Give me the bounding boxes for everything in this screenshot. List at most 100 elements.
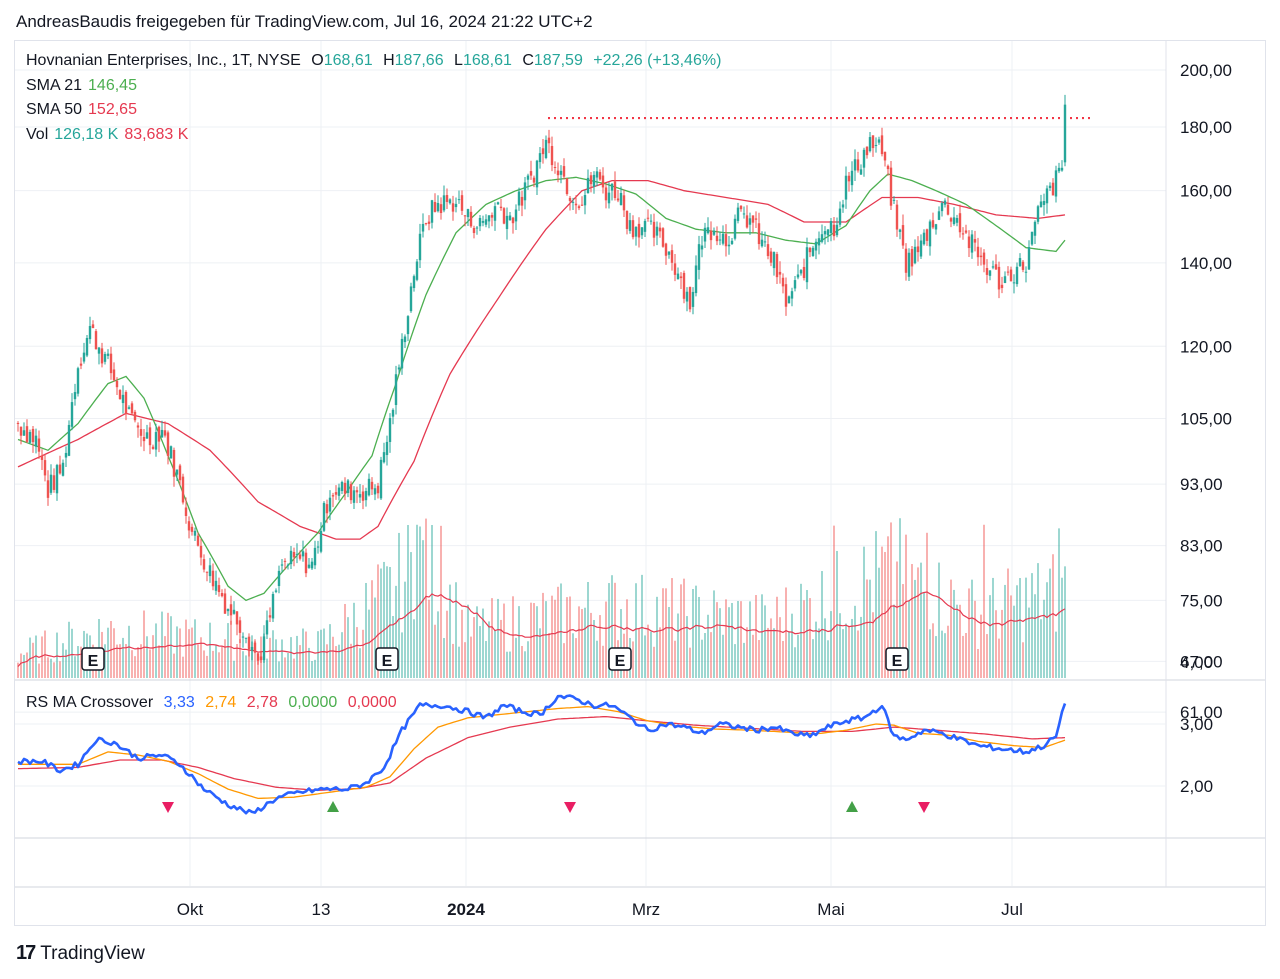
legend-low-label: L bbox=[454, 52, 463, 69]
volume-bar bbox=[164, 636, 166, 678]
candle-body bbox=[532, 177, 536, 183]
candle-body bbox=[448, 199, 452, 204]
candle-body bbox=[922, 232, 926, 245]
candle-body bbox=[721, 233, 725, 244]
tradingview-footer[interactable]: 17 TradingView bbox=[16, 942, 145, 965]
sma21-legend[interactable]: SMA 21 146,45 bbox=[26, 77, 143, 95]
candle-body bbox=[793, 280, 797, 289]
volume-bar bbox=[143, 610, 145, 678]
volume-bar bbox=[986, 634, 988, 678]
candle-body bbox=[97, 347, 101, 354]
candle-body bbox=[91, 324, 95, 329]
price-axis-label: 61,00 bbox=[1180, 703, 1223, 722]
volume-bar bbox=[941, 630, 943, 678]
volume-bar bbox=[959, 604, 961, 678]
volume-legend[interactable]: Vol 126,18 K 83,683 K bbox=[26, 126, 194, 144]
candle-body bbox=[1003, 276, 1007, 284]
volume-bar bbox=[398, 532, 400, 678]
volume-bar bbox=[917, 567, 919, 678]
volume-bar bbox=[899, 518, 901, 678]
volume-bar bbox=[467, 604, 469, 678]
volume-bar bbox=[782, 640, 784, 678]
candle-body bbox=[352, 490, 356, 503]
candle-body bbox=[589, 175, 593, 185]
volume-bar bbox=[515, 637, 517, 678]
volume-bar bbox=[608, 583, 610, 678]
candle-body bbox=[232, 609, 236, 614]
volume-bar bbox=[965, 633, 967, 678]
candle-body bbox=[805, 247, 809, 283]
volume-bar bbox=[746, 627, 748, 678]
candle-body bbox=[784, 284, 788, 307]
volume-bar bbox=[548, 633, 550, 678]
candle-body bbox=[406, 316, 410, 335]
candle-body bbox=[1039, 201, 1043, 208]
candle-body bbox=[1057, 167, 1061, 172]
candle-body bbox=[427, 221, 431, 224]
candle-body bbox=[199, 545, 203, 558]
sma50-legend[interactable]: SMA 50 152,65 bbox=[26, 101, 143, 119]
volume-bar bbox=[161, 611, 163, 678]
candle-body bbox=[943, 200, 947, 205]
volume-bar bbox=[287, 653, 289, 678]
volume-bar bbox=[131, 650, 133, 678]
volume-bar bbox=[65, 649, 67, 678]
volume-bar bbox=[113, 628, 115, 678]
volume-bar bbox=[134, 656, 136, 678]
volume-bar bbox=[734, 644, 736, 678]
rs-indicator-legend[interactable]: RS MA Crossover 3,33 2,74 2,78 0,0000 0,… bbox=[26, 694, 403, 712]
volume-bar bbox=[245, 655, 247, 678]
candle-body bbox=[886, 165, 890, 170]
legend-symbol[interactable]: Hovnanian Enterprises, Inc., 1T, NYSE bbox=[26, 52, 301, 69]
candle-body bbox=[46, 480, 50, 498]
candle-body bbox=[274, 590, 278, 592]
candle-body bbox=[157, 426, 161, 442]
volume-bar bbox=[530, 602, 532, 678]
volume-bar bbox=[626, 599, 628, 678]
candle-body bbox=[925, 229, 929, 241]
volume-bar bbox=[410, 552, 412, 678]
volume-bar bbox=[383, 561, 385, 678]
volume-bar bbox=[896, 561, 898, 678]
volume-bar bbox=[221, 646, 223, 678]
volume-bar bbox=[236, 644, 238, 678]
candle-body bbox=[88, 326, 92, 340]
volume-bar bbox=[698, 596, 700, 678]
candle-body bbox=[247, 636, 251, 650]
volume-bar bbox=[473, 617, 475, 678]
volume-bar bbox=[173, 653, 175, 678]
volume-bar bbox=[80, 646, 82, 678]
volume-bar bbox=[953, 589, 955, 678]
candle-body bbox=[22, 430, 26, 436]
volume-bar bbox=[47, 657, 49, 678]
volume-bar bbox=[956, 604, 958, 678]
volume-bar bbox=[971, 579, 973, 678]
candle-body bbox=[706, 227, 710, 234]
candle-body bbox=[961, 233, 965, 235]
volume-bar bbox=[68, 621, 70, 678]
volume-bar bbox=[944, 633, 946, 678]
candle-body bbox=[220, 593, 224, 597]
candle-body bbox=[1018, 258, 1022, 267]
volume-bar bbox=[749, 601, 751, 678]
volume-bar bbox=[440, 525, 442, 678]
legend-open-label: O bbox=[311, 52, 324, 69]
volume-bar bbox=[680, 584, 682, 678]
candle-body bbox=[652, 221, 656, 238]
volume-bar bbox=[179, 628, 181, 678]
volume-bar bbox=[1016, 585, 1018, 678]
volume-bar bbox=[983, 524, 985, 678]
candle-body bbox=[595, 171, 599, 178]
volume-bar bbox=[284, 657, 286, 678]
volume-bar bbox=[386, 566, 388, 678]
candle-body bbox=[112, 369, 116, 381]
volume-bar bbox=[770, 618, 772, 678]
volume-bar bbox=[26, 652, 28, 678]
earnings-marker: E bbox=[81, 647, 105, 671]
volume-bar bbox=[845, 623, 847, 678]
rs-line bbox=[17, 694, 1067, 815]
candle-body bbox=[331, 495, 335, 497]
earnings-marker-label: E bbox=[88, 653, 99, 670]
candle-body bbox=[970, 234, 974, 253]
